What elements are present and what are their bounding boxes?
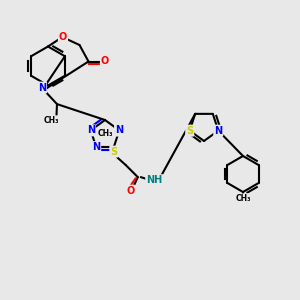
Text: N: N bbox=[115, 125, 123, 135]
Text: CH₃: CH₃ bbox=[43, 116, 59, 125]
Text: O: O bbox=[59, 32, 67, 43]
Text: S: S bbox=[110, 147, 117, 157]
Text: NH: NH bbox=[146, 175, 162, 185]
Text: N: N bbox=[38, 82, 46, 93]
Text: CH₃: CH₃ bbox=[98, 129, 113, 138]
Text: CH₃: CH₃ bbox=[235, 194, 251, 203]
Text: N: N bbox=[92, 142, 100, 152]
Text: S: S bbox=[186, 126, 193, 136]
Text: N: N bbox=[115, 125, 123, 135]
Text: N: N bbox=[214, 126, 222, 136]
Text: O: O bbox=[101, 56, 109, 67]
Text: O: O bbox=[126, 186, 134, 196]
Text: N: N bbox=[87, 125, 95, 135]
